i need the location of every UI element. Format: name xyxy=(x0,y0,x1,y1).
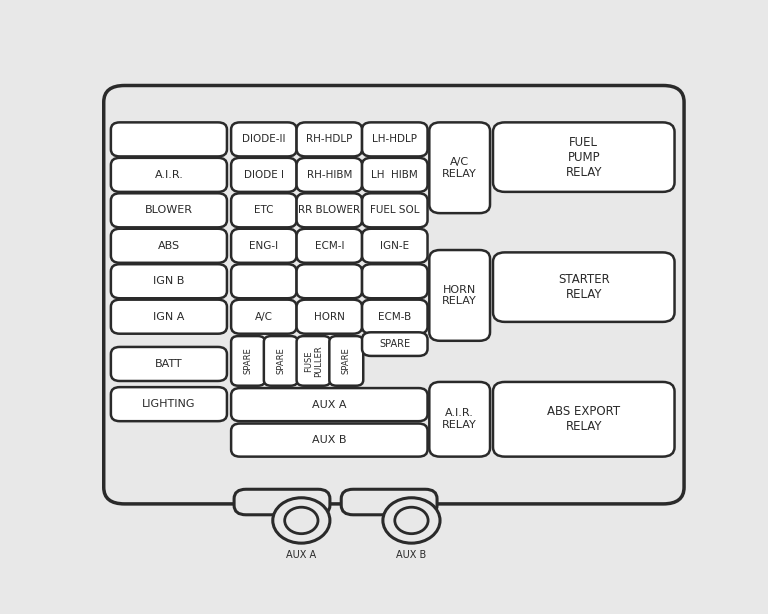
FancyBboxPatch shape xyxy=(231,264,296,298)
Text: IGN B: IGN B xyxy=(154,276,184,286)
FancyBboxPatch shape xyxy=(362,158,428,192)
FancyBboxPatch shape xyxy=(231,300,296,333)
FancyBboxPatch shape xyxy=(362,264,428,298)
FancyBboxPatch shape xyxy=(329,336,363,386)
Text: AUX A: AUX A xyxy=(312,400,346,410)
FancyBboxPatch shape xyxy=(231,158,296,192)
Text: ETC: ETC xyxy=(254,205,273,216)
FancyBboxPatch shape xyxy=(111,158,227,192)
FancyBboxPatch shape xyxy=(111,300,227,333)
FancyBboxPatch shape xyxy=(111,347,227,381)
FancyBboxPatch shape xyxy=(231,424,428,457)
FancyBboxPatch shape xyxy=(104,85,684,504)
Text: FUEL SOL: FUEL SOL xyxy=(370,205,419,216)
Text: RR BLOWER: RR BLOWER xyxy=(298,205,360,216)
FancyBboxPatch shape xyxy=(296,158,362,192)
Circle shape xyxy=(285,507,318,534)
FancyBboxPatch shape xyxy=(362,193,428,227)
FancyBboxPatch shape xyxy=(429,382,490,457)
FancyBboxPatch shape xyxy=(264,336,298,386)
FancyBboxPatch shape xyxy=(493,122,674,192)
FancyBboxPatch shape xyxy=(296,300,362,333)
FancyBboxPatch shape xyxy=(429,250,490,341)
FancyBboxPatch shape xyxy=(111,229,227,263)
Text: LH  HIBM: LH HIBM xyxy=(372,170,418,180)
FancyBboxPatch shape xyxy=(231,336,265,386)
Text: LIGHTING: LIGHTING xyxy=(142,399,196,409)
Text: ECM-I: ECM-I xyxy=(315,241,344,251)
FancyBboxPatch shape xyxy=(296,336,330,386)
Text: FUSE
PULLER: FUSE PULLER xyxy=(304,345,323,377)
FancyBboxPatch shape xyxy=(231,193,296,227)
Text: ABS EXPORT
RELAY: ABS EXPORT RELAY xyxy=(548,405,621,433)
Circle shape xyxy=(273,498,330,543)
FancyBboxPatch shape xyxy=(341,489,437,515)
Text: DIODE-II: DIODE-II xyxy=(242,134,286,144)
Text: A.I.R.: A.I.R. xyxy=(154,170,184,180)
Circle shape xyxy=(383,498,440,543)
Text: RH-HDLP: RH-HDLP xyxy=(306,134,353,144)
Text: HORN
RELAY: HORN RELAY xyxy=(442,285,477,306)
Text: ABS: ABS xyxy=(158,241,180,251)
Text: BATT: BATT xyxy=(155,359,183,369)
FancyBboxPatch shape xyxy=(362,122,428,157)
FancyBboxPatch shape xyxy=(296,193,362,227)
Circle shape xyxy=(395,507,428,534)
FancyBboxPatch shape xyxy=(429,122,490,213)
Text: RH-HIBM: RH-HIBM xyxy=(306,170,352,180)
FancyBboxPatch shape xyxy=(493,252,674,322)
Text: SPARE: SPARE xyxy=(243,348,253,375)
Text: A/C
RELAY: A/C RELAY xyxy=(442,157,477,179)
Text: DIODE I: DIODE I xyxy=(244,170,284,180)
FancyBboxPatch shape xyxy=(231,229,296,263)
Text: AUX B: AUX B xyxy=(396,550,426,560)
Text: FUEL
PUMP
RELAY: FUEL PUMP RELAY xyxy=(565,136,602,179)
Text: STARTER
RELAY: STARTER RELAY xyxy=(558,273,610,301)
FancyBboxPatch shape xyxy=(362,300,428,333)
FancyBboxPatch shape xyxy=(296,122,362,157)
Text: A.I.R.
RELAY: A.I.R. RELAY xyxy=(442,408,477,430)
FancyBboxPatch shape xyxy=(362,229,428,263)
Text: BLOWER: BLOWER xyxy=(145,205,193,216)
Text: SPARE: SPARE xyxy=(276,348,285,375)
FancyBboxPatch shape xyxy=(231,388,428,421)
FancyBboxPatch shape xyxy=(111,122,227,157)
Text: IGN-E: IGN-E xyxy=(380,241,409,251)
FancyBboxPatch shape xyxy=(111,387,227,421)
Text: HORN: HORN xyxy=(314,312,345,322)
FancyBboxPatch shape xyxy=(296,264,362,298)
FancyBboxPatch shape xyxy=(231,122,296,157)
Text: AUX A: AUX A xyxy=(286,550,316,560)
FancyBboxPatch shape xyxy=(111,264,227,298)
Text: IGN A: IGN A xyxy=(154,312,184,322)
Text: SPARE: SPARE xyxy=(342,348,351,375)
Text: A/C: A/C xyxy=(255,312,273,322)
FancyBboxPatch shape xyxy=(234,489,330,515)
FancyBboxPatch shape xyxy=(111,193,227,227)
Text: AUX B: AUX B xyxy=(312,435,346,445)
Text: LH-HDLP: LH-HDLP xyxy=(372,134,417,144)
FancyBboxPatch shape xyxy=(493,382,674,457)
FancyBboxPatch shape xyxy=(362,332,428,356)
FancyBboxPatch shape xyxy=(296,229,362,263)
Text: ECM-B: ECM-B xyxy=(378,312,412,322)
Text: ENG-I: ENG-I xyxy=(250,241,279,251)
Text: SPARE: SPARE xyxy=(379,339,410,349)
